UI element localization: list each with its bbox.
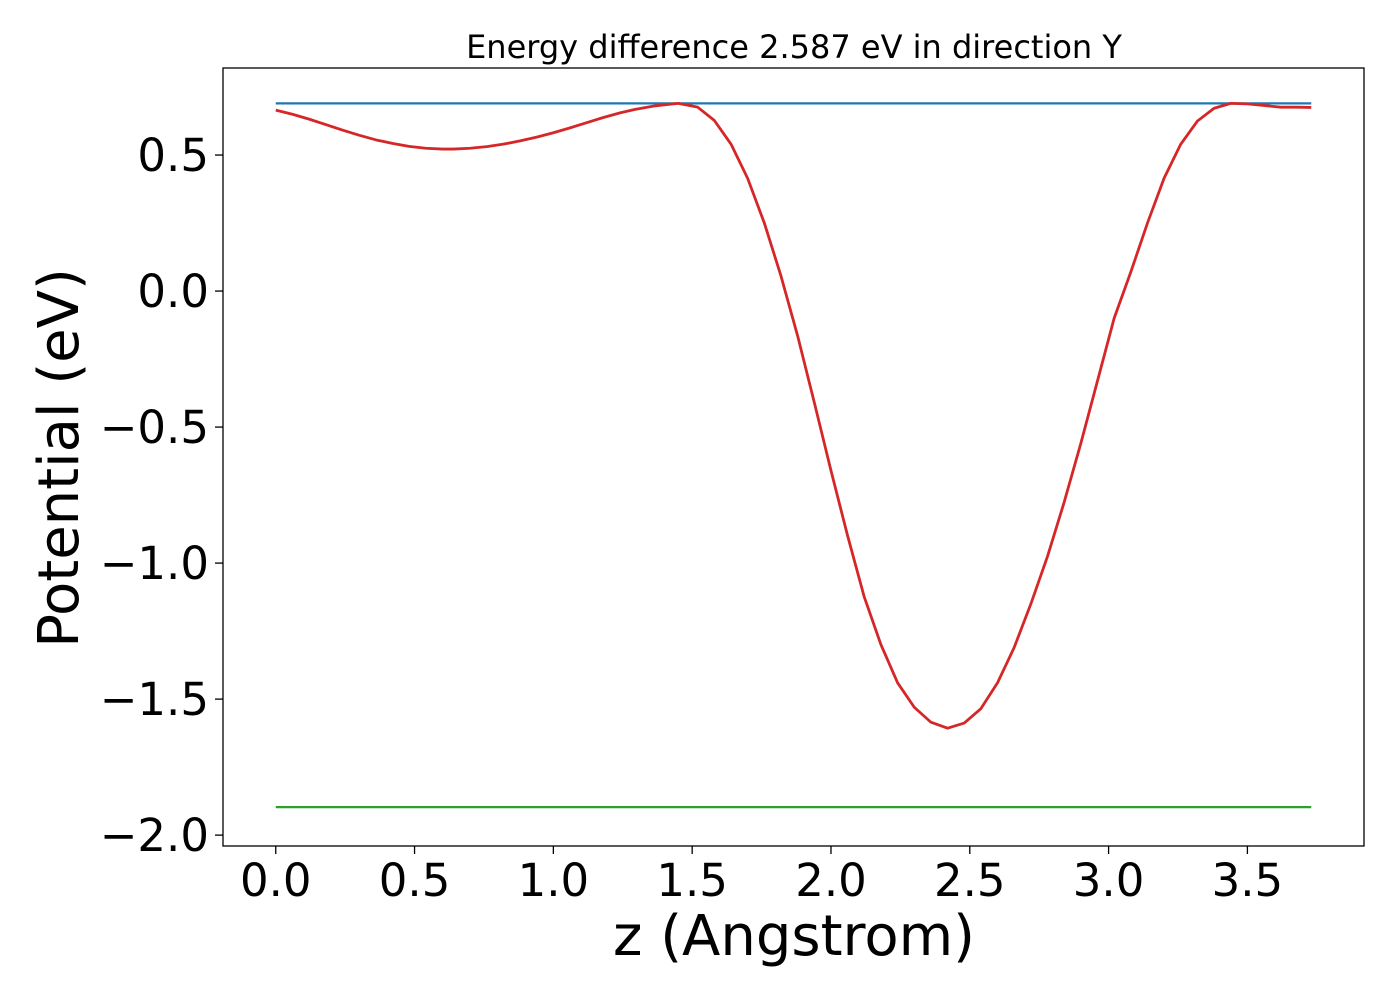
x-tick-label: 1.0 (518, 854, 590, 907)
plot-area-frame (222, 67, 1365, 847)
y-tick-label: 0.5 (137, 129, 209, 182)
x-tick-label: 2.0 (795, 854, 867, 907)
series-line-3 (275, 101, 1312, 730)
x-tick-label: 0.5 (379, 854, 451, 907)
x-tick-label: 2.5 (934, 854, 1006, 907)
y-tick-label: −1.0 (100, 537, 209, 590)
y-tick-label: −0.5 (100, 401, 209, 454)
x-tick-label: 3.0 (1073, 854, 1145, 907)
x-tick-label: 3.5 (1212, 854, 1284, 907)
x-tick-label: 0.0 (240, 854, 312, 907)
y-tick-label: −1.5 (100, 673, 209, 726)
y-axis-ticks: 0.5 0.0 −0.5 −1.0 −1.5 −2.0 (100, 129, 223, 862)
y-axis-label: Potential (eV) (27, 268, 92, 648)
y-tick-label: 0.0 (137, 265, 209, 318)
chart-title: Energy difference 2.587 eV in direction … (466, 28, 1122, 66)
x-axis-ticks: 0.0 0.5 1.0 1.5 2.0 2.5 3.0 3.5 (240, 846, 1283, 907)
x-axis-label: z (Angstrom) (613, 904, 975, 969)
y-tick-label: −2.0 (100, 809, 209, 862)
series-layer (275, 101, 1312, 809)
x-tick-label: 1.5 (656, 854, 728, 907)
